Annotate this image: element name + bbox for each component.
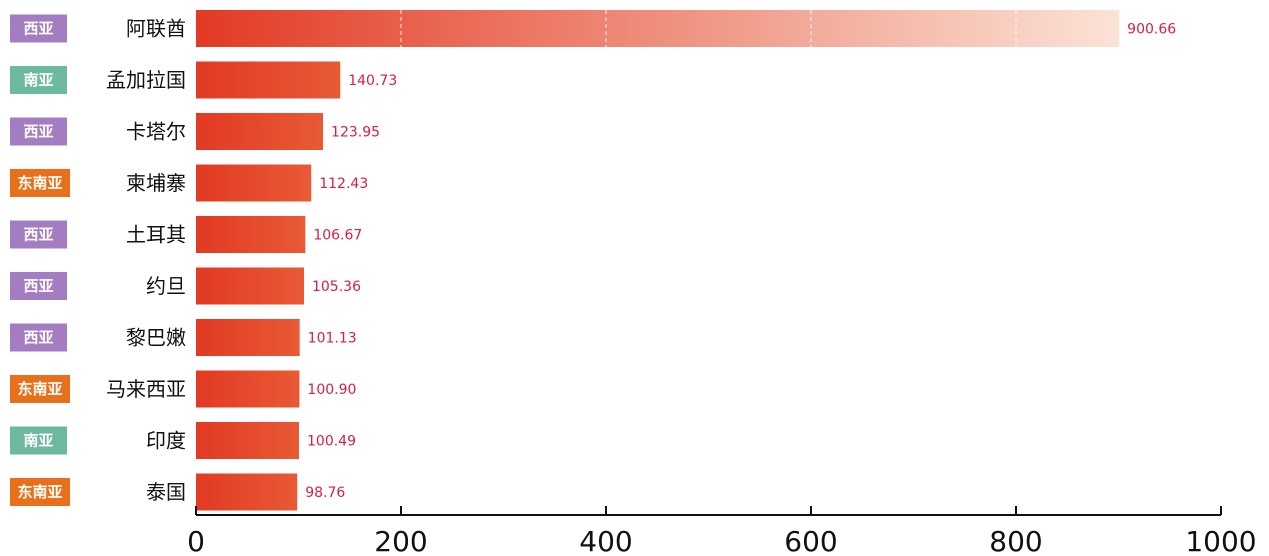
value-label: 106.67 bbox=[313, 228, 362, 244]
x-tick-label: 200 bbox=[374, 525, 427, 556]
country-label: 泰国 bbox=[146, 480, 186, 504]
region-badge bbox=[10, 117, 67, 146]
country-label: 柬埔寨 bbox=[126, 171, 186, 195]
region-badge bbox=[10, 375, 70, 403]
bar bbox=[196, 10, 1120, 47]
value-label: 105.36 bbox=[312, 279, 361, 295]
region-badge bbox=[10, 66, 67, 94]
x-tick-label: 400 bbox=[579, 525, 632, 556]
region-badge bbox=[10, 426, 67, 455]
value-label: 101.13 bbox=[308, 331, 357, 347]
country-label: 卡塔尔 bbox=[126, 120, 186, 144]
region-badge-label: 西亚 bbox=[23, 277, 53, 295]
value-label: 140.73 bbox=[348, 73, 397, 89]
value-label: 900.66 bbox=[1127, 22, 1176, 38]
x-tick-label: 0 bbox=[187, 525, 205, 556]
region-badge-label: 西亚 bbox=[23, 226, 53, 244]
region-badge-label: 南亚 bbox=[23, 71, 53, 89]
country-label: 黎巴嫩 bbox=[126, 326, 186, 350]
region-badge-label: 东南亚 bbox=[17, 174, 62, 192]
region-badge-label: 西亚 bbox=[23, 20, 53, 38]
region-badge bbox=[10, 14, 67, 43]
value-labels: 900.66 140.73 123.95 112.43 106.67 105.36 101.… bbox=[305, 22, 1176, 502]
value-label: 100.49 bbox=[307, 434, 356, 450]
region-badge bbox=[10, 220, 67, 249]
bar bbox=[196, 216, 306, 253]
bar bbox=[196, 267, 304, 305]
country-label: 孟加拉国 bbox=[106, 68, 186, 92]
value-label: 100.90 bbox=[307, 382, 356, 398]
bar bbox=[196, 370, 300, 408]
region-badge bbox=[10, 478, 70, 506]
region-badge-label: 东南亚 bbox=[17, 380, 62, 398]
value-label: 123.95 bbox=[331, 125, 380, 141]
bar bbox=[196, 319, 300, 356]
country-label: 阿联酋 bbox=[126, 17, 186, 41]
region-badge bbox=[10, 272, 67, 300]
country-label: 印度 bbox=[146, 429, 186, 453]
gridlines bbox=[400, 10, 1017, 47]
country-label: 约旦 bbox=[146, 274, 186, 298]
region-badge bbox=[10, 323, 67, 352]
region-badge-label: 东南亚 bbox=[17, 483, 62, 501]
region-badge-label: 西亚 bbox=[23, 123, 53, 141]
value-label: 112.43 bbox=[319, 176, 368, 192]
x-tick-label: 800 bbox=[989, 525, 1042, 556]
region-badge-label: 南亚 bbox=[23, 432, 53, 450]
bars bbox=[196, 10, 1120, 511]
value-label: 98.76 bbox=[305, 485, 345, 501]
x-axis: 0 200 400 600 800 1000 bbox=[187, 506, 1257, 556]
bar bbox=[196, 164, 312, 202]
bar bbox=[196, 113, 324, 150]
country-label: 土耳其 bbox=[126, 223, 186, 247]
x-tick-label: 1000 bbox=[1185, 525, 1256, 556]
bar bbox=[196, 61, 341, 99]
region-badge-label: 西亚 bbox=[23, 329, 53, 347]
bar bbox=[196, 473, 298, 511]
region-badge bbox=[10, 169, 70, 197]
country-label: 马来西亚 bbox=[106, 377, 186, 401]
x-tick-label: 600 bbox=[784, 525, 837, 556]
bar bbox=[196, 422, 300, 459]
